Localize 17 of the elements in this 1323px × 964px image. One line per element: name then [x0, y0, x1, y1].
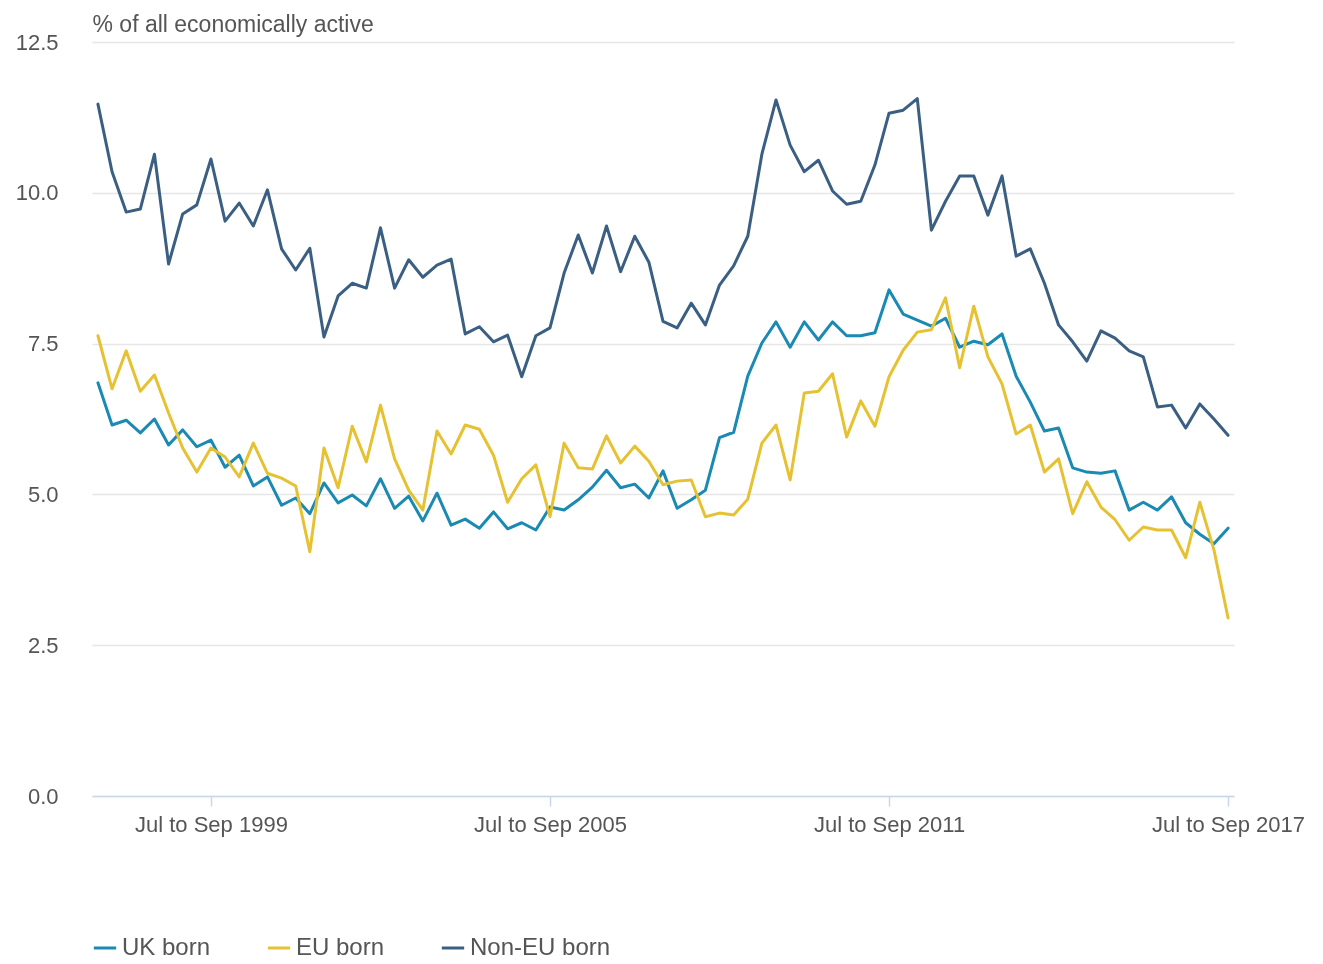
line-series [96, 288, 1230, 546]
y-tick-label: 12.5 [15, 29, 59, 55]
y-axis-title: % of all economically active [92, 10, 374, 37]
legend-label: Non-EU born [470, 933, 611, 960]
y-tick-label: 10.0 [15, 180, 59, 206]
y-tick-label: 5.0 [27, 481, 59, 507]
x-tick-label: Jul to Sep 2011 [813, 811, 966, 837]
legend-label: UK born [122, 933, 211, 960]
line-series [96, 296, 1230, 620]
y-tick-label: 0.0 [27, 783, 59, 809]
x-tick-label: Jul to Sep 1999 [134, 811, 288, 837]
y-tick-label: 7.5 [27, 331, 59, 357]
legend-label: EU born [296, 933, 385, 960]
y-tick-label: 2.5 [27, 632, 59, 658]
x-tick-label: Jul to Sep 2005 [474, 811, 627, 837]
line-series [96, 97, 1230, 437]
x-tick-label: Jul to Sep 2017 [1152, 811, 1306, 837]
